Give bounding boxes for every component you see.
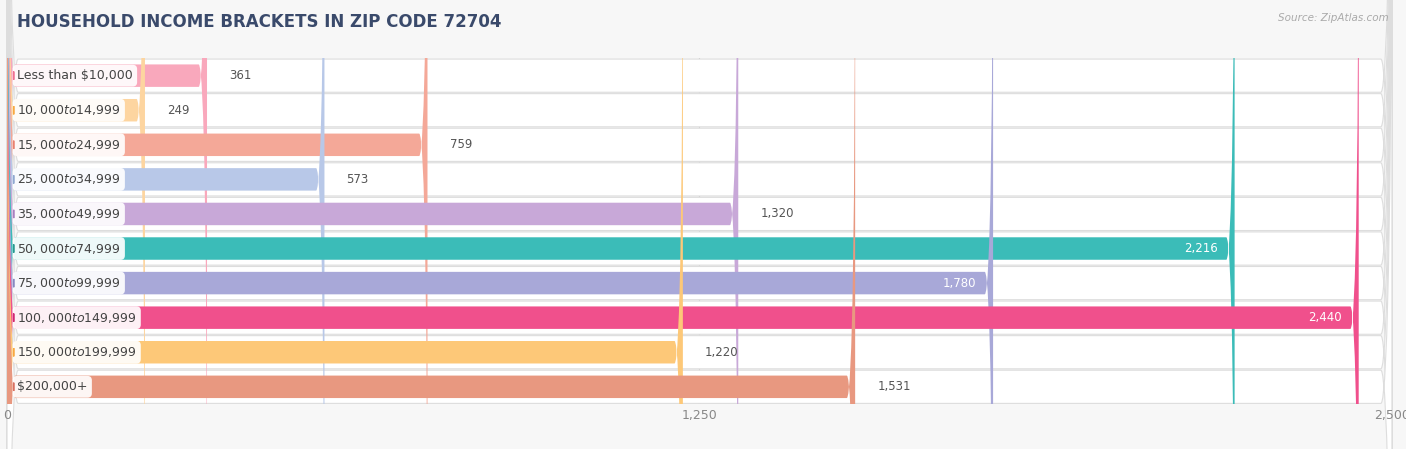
FancyBboxPatch shape bbox=[7, 0, 993, 449]
Text: 361: 361 bbox=[229, 69, 252, 82]
Text: Source: ZipAtlas.com: Source: ZipAtlas.com bbox=[1278, 13, 1389, 23]
FancyBboxPatch shape bbox=[7, 0, 145, 449]
FancyBboxPatch shape bbox=[7, 0, 1392, 449]
FancyBboxPatch shape bbox=[7, 0, 1392, 449]
Text: $75,000 to $99,999: $75,000 to $99,999 bbox=[17, 276, 121, 290]
Text: 249: 249 bbox=[167, 104, 190, 117]
FancyBboxPatch shape bbox=[7, 0, 1358, 449]
Text: $35,000 to $49,999: $35,000 to $49,999 bbox=[17, 207, 121, 221]
FancyBboxPatch shape bbox=[7, 0, 683, 449]
Text: 1,220: 1,220 bbox=[704, 346, 738, 359]
FancyBboxPatch shape bbox=[7, 0, 855, 449]
Text: 1,531: 1,531 bbox=[877, 380, 911, 393]
Text: $200,000+: $200,000+ bbox=[17, 380, 87, 393]
Text: 1,780: 1,780 bbox=[943, 277, 976, 290]
FancyBboxPatch shape bbox=[7, 0, 1392, 449]
FancyBboxPatch shape bbox=[7, 0, 1234, 449]
FancyBboxPatch shape bbox=[7, 0, 1392, 449]
Text: $15,000 to $24,999: $15,000 to $24,999 bbox=[17, 138, 121, 152]
Text: Less than $10,000: Less than $10,000 bbox=[17, 69, 132, 82]
Text: $25,000 to $34,999: $25,000 to $34,999 bbox=[17, 172, 121, 186]
FancyBboxPatch shape bbox=[7, 0, 1392, 449]
FancyBboxPatch shape bbox=[7, 0, 1392, 449]
FancyBboxPatch shape bbox=[7, 0, 1392, 449]
FancyBboxPatch shape bbox=[7, 0, 427, 449]
Text: $10,000 to $14,999: $10,000 to $14,999 bbox=[17, 103, 121, 117]
Text: 573: 573 bbox=[347, 173, 368, 186]
Text: $150,000 to $199,999: $150,000 to $199,999 bbox=[17, 345, 136, 359]
FancyBboxPatch shape bbox=[7, 0, 1392, 449]
Text: 1,320: 1,320 bbox=[761, 207, 794, 220]
Text: 2,440: 2,440 bbox=[1309, 311, 1343, 324]
Text: $100,000 to $149,999: $100,000 to $149,999 bbox=[17, 311, 136, 325]
Text: 759: 759 bbox=[450, 138, 472, 151]
FancyBboxPatch shape bbox=[7, 0, 325, 449]
FancyBboxPatch shape bbox=[7, 0, 1392, 449]
FancyBboxPatch shape bbox=[7, 0, 1392, 449]
FancyBboxPatch shape bbox=[7, 0, 738, 449]
FancyBboxPatch shape bbox=[7, 0, 207, 449]
Text: $50,000 to $74,999: $50,000 to $74,999 bbox=[17, 242, 121, 255]
Text: HOUSEHOLD INCOME BRACKETS IN ZIP CODE 72704: HOUSEHOLD INCOME BRACKETS IN ZIP CODE 72… bbox=[17, 13, 502, 31]
Text: 2,216: 2,216 bbox=[1184, 242, 1218, 255]
